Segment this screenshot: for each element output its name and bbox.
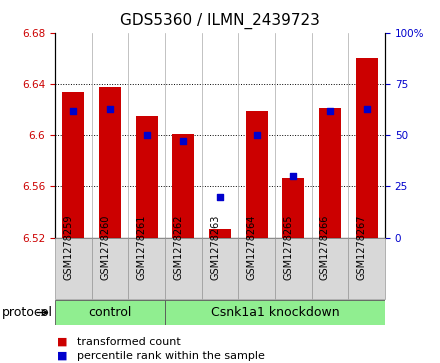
Bar: [202, 238, 238, 299]
Point: [326, 108, 334, 114]
Text: protocol: protocol: [2, 306, 53, 319]
Point: [290, 174, 297, 179]
Text: GSM1278266: GSM1278266: [320, 214, 330, 280]
Bar: [136, 116, 158, 238]
Text: ■: ■: [57, 351, 68, 361]
Bar: [348, 238, 385, 299]
Bar: [165, 238, 202, 299]
Point: [70, 108, 77, 114]
Bar: [319, 108, 341, 238]
Bar: [99, 86, 121, 238]
Text: GSM1278259: GSM1278259: [63, 214, 73, 280]
Text: GSM1278263: GSM1278263: [210, 214, 220, 280]
Text: percentile rank within the sample: percentile rank within the sample: [77, 351, 265, 361]
Bar: [55, 238, 92, 299]
Bar: [128, 238, 165, 299]
Bar: [172, 134, 194, 238]
Bar: [55, 300, 165, 325]
Bar: [238, 238, 275, 299]
Text: GSM1278267: GSM1278267: [357, 214, 367, 280]
Text: GSM1278264: GSM1278264: [247, 214, 257, 280]
Bar: [209, 229, 231, 238]
Text: transformed count: transformed count: [77, 337, 181, 347]
Text: GDS5360 / ILMN_2439723: GDS5360 / ILMN_2439723: [120, 13, 320, 29]
Point: [106, 106, 114, 111]
Text: GSM1278262: GSM1278262: [173, 214, 183, 280]
Point: [363, 106, 370, 111]
Point: [143, 132, 150, 138]
Bar: [282, 178, 304, 238]
Bar: [275, 238, 312, 299]
Bar: [165, 300, 385, 325]
Bar: [312, 238, 348, 299]
Text: ■: ■: [57, 337, 68, 347]
Bar: [356, 58, 378, 238]
Text: Csnk1a1 knockdown: Csnk1a1 knockdown: [211, 306, 339, 319]
Text: control: control: [88, 306, 132, 319]
Point: [180, 138, 187, 144]
Bar: [246, 111, 268, 238]
Text: GSM1278261: GSM1278261: [137, 214, 147, 280]
Point: [253, 132, 260, 138]
Point: [216, 194, 224, 200]
Text: GSM1278260: GSM1278260: [100, 214, 110, 280]
Bar: [62, 91, 84, 238]
Bar: [92, 238, 128, 299]
Text: GSM1278265: GSM1278265: [283, 214, 293, 280]
